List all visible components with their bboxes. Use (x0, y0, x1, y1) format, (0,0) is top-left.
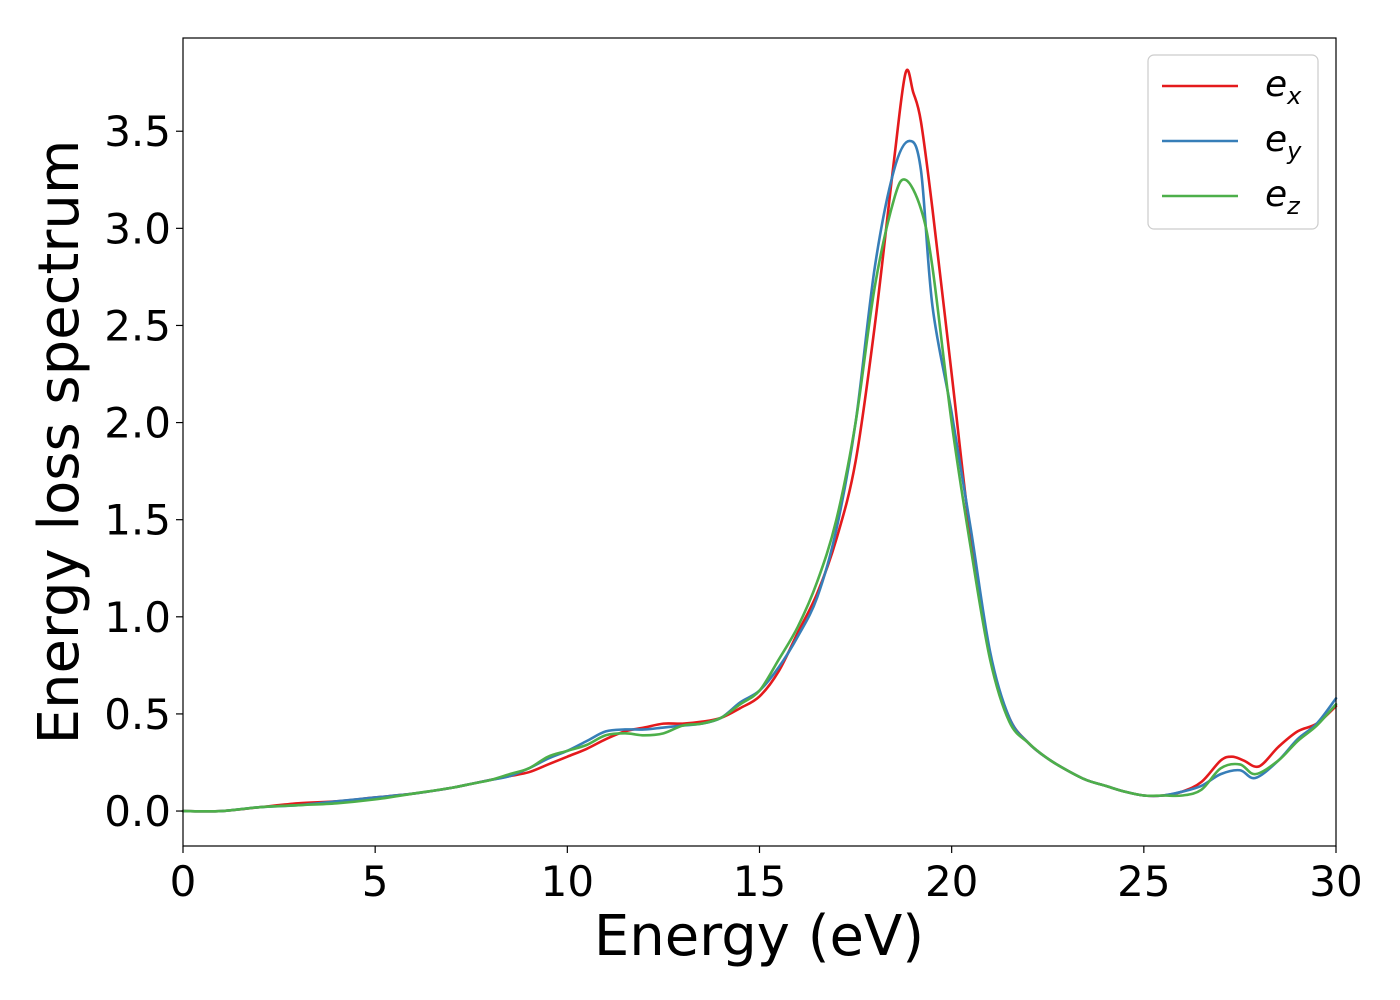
y-axis-label: Energy loss spectrum (27, 140, 92, 745)
legend-items: ex ey ez (1162, 64, 1302, 220)
series-line-ez (181, 178, 1338, 813)
y-tick-label: 0.0 (104, 787, 171, 836)
x-tick-label: 5 (362, 857, 389, 906)
y-tick-label: 2.5 (104, 301, 171, 350)
legend: ex ey ez (1147, 54, 1319, 230)
y-tick-label: 0.5 (104, 690, 171, 739)
x-tick-label: 30 (1309, 857, 1362, 906)
x-tick-label: 25 (1117, 857, 1170, 906)
x-axis-ticks: 0 5 10 15 20 25 30 (170, 846, 1363, 906)
x-tick-label: 0 (170, 857, 197, 906)
y-tick-label: 3.5 (104, 107, 171, 156)
legend-label-ez: ez (1265, 174, 1301, 220)
y-tick-label: 1.0 (104, 593, 171, 642)
series-layer (181, 68, 1338, 813)
x-tick-label: 15 (733, 857, 786, 906)
legend-label-ex: ex (1265, 64, 1302, 110)
y-tick-label: 1.5 (104, 496, 171, 545)
y-axis-ticks: 0.0 0.5 1.0 1.5 2.0 2.5 3.0 3.5 (104, 107, 183, 836)
x-tick-label: 20 (925, 857, 978, 906)
y-tick-label: 2.0 (104, 399, 171, 448)
plot-background (183, 38, 1336, 846)
legend-label-ey: ey (1265, 119, 1302, 165)
x-tick-label: 10 (541, 857, 594, 906)
y-tick-label: 3.0 (104, 204, 171, 253)
x-axis-label: Energy (eV) (594, 904, 924, 969)
